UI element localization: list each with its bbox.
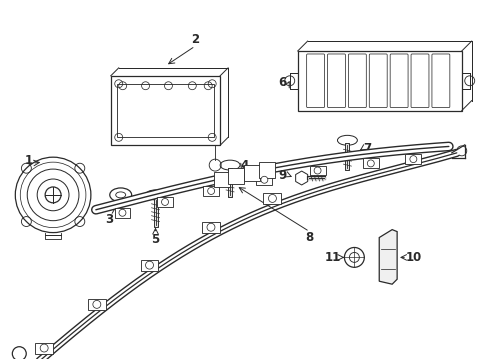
Bar [117, 84, 214, 137]
Text: 6: 6 [279, 76, 287, 89]
Circle shape [208, 188, 215, 194]
Circle shape [269, 194, 276, 202]
Bar [298, 51, 462, 111]
Circle shape [146, 261, 153, 269]
Text: 3: 3 [105, 213, 113, 226]
Bar [245, 165, 260, 181]
Circle shape [344, 247, 365, 267]
Circle shape [207, 223, 215, 231]
Bar [88, 300, 106, 310]
Bar [202, 222, 220, 233]
Polygon shape [379, 230, 397, 284]
Text: 11: 11 [324, 251, 341, 264]
Text: 4: 4 [241, 159, 249, 172]
Circle shape [314, 167, 321, 174]
Bar [35, 343, 53, 354]
Bar [363, 158, 379, 168]
Circle shape [93, 300, 101, 308]
Bar [214, 171, 230, 188]
Bar [310, 166, 325, 175]
Text: 1: 1 [25, 154, 33, 167]
Bar [228, 168, 245, 184]
Text: 2: 2 [191, 33, 199, 46]
Bar [111, 76, 220, 145]
Bar [259, 162, 274, 178]
Text: 9: 9 [279, 168, 287, 181]
Bar [405, 154, 421, 164]
Text: 5: 5 [151, 233, 160, 246]
Text: 10: 10 [406, 251, 422, 264]
Circle shape [410, 156, 417, 163]
Bar [157, 197, 173, 207]
Text: 7: 7 [363, 142, 371, 155]
Circle shape [119, 209, 126, 216]
Circle shape [12, 347, 26, 360]
Bar [141, 260, 158, 271]
Circle shape [261, 176, 268, 183]
Circle shape [162, 198, 169, 206]
Bar [256, 175, 272, 185]
Bar [264, 193, 281, 204]
Circle shape [40, 344, 48, 352]
Circle shape [368, 160, 374, 167]
Text: 8: 8 [305, 231, 314, 244]
Bar [203, 186, 219, 196]
Circle shape [457, 146, 467, 156]
Bar [115, 208, 130, 218]
